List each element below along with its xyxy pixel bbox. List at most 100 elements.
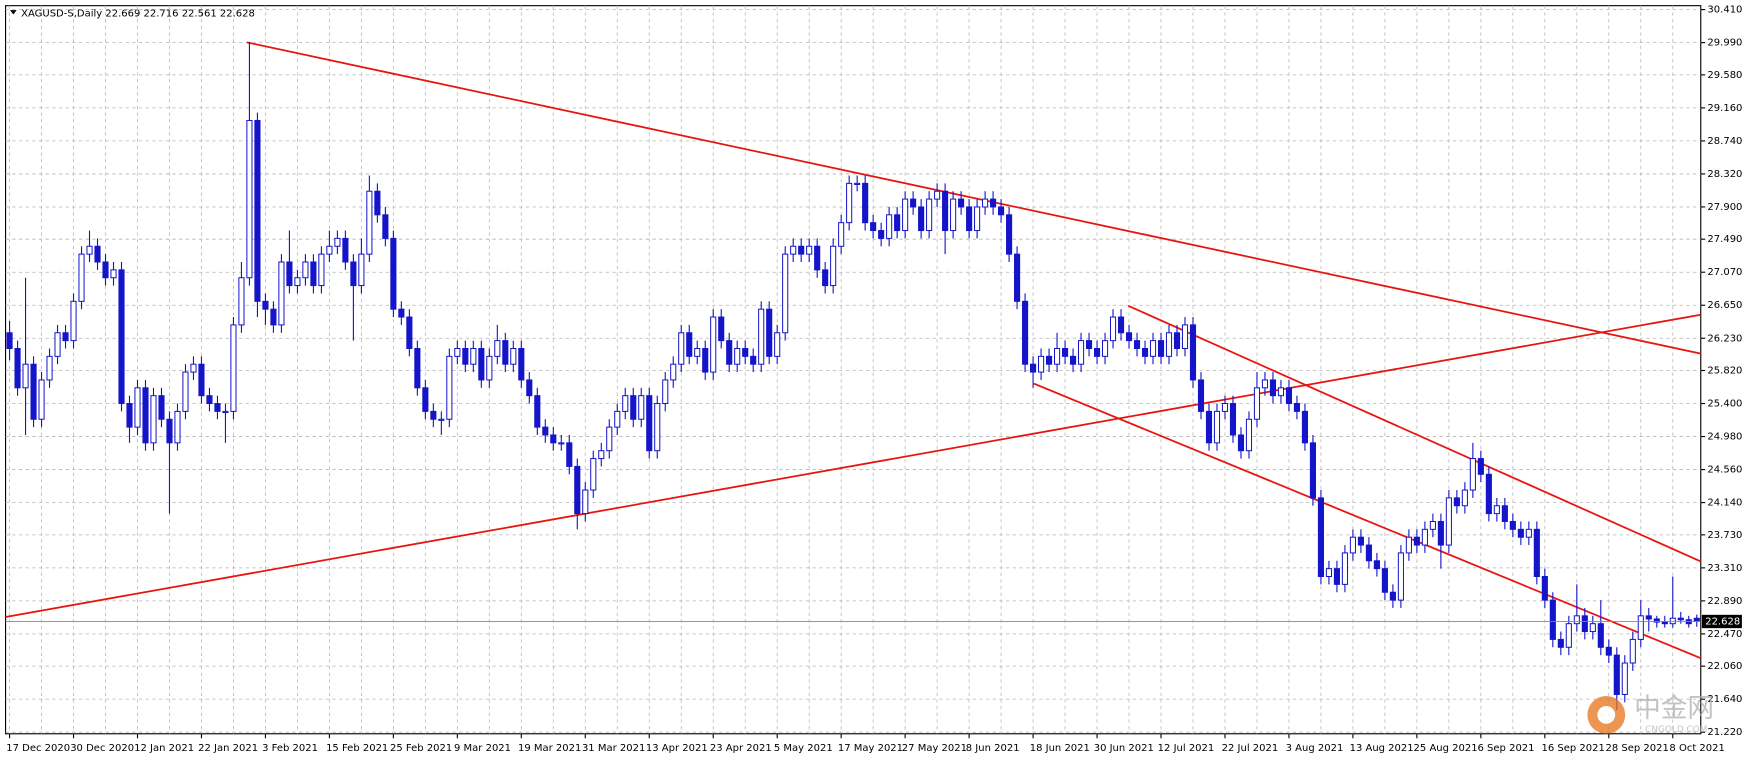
candle-body [478, 347, 485, 381]
candle-body [94, 245, 101, 263]
candle-body [1501, 505, 1508, 522]
candle-body [646, 395, 653, 452]
x-tick-label: 27 May 2021 [902, 743, 967, 754]
candle-body [1349, 536, 1356, 554]
candle-body [1125, 332, 1133, 342]
candle-body [942, 190, 949, 232]
candle-body [22, 363, 29, 389]
candle-body [30, 363, 37, 420]
candle-body [542, 426, 549, 436]
y-tick-label: 21.640 [1707, 694, 1742, 705]
candle-body [422, 387, 429, 412]
x-tick-label: 5 May 2021 [774, 743, 833, 754]
candle-body [1509, 520, 1516, 530]
candle-body [806, 245, 813, 255]
y-tick-label: 26.650 [1707, 300, 1742, 311]
candle-body [974, 206, 981, 232]
y-tick-label: 27.070 [1707, 267, 1742, 278]
x-tick-label: 25 Feb 2021 [390, 743, 452, 754]
candle-body [1557, 638, 1564, 648]
candle-body [1589, 623, 1596, 633]
x-tick-label: 8 Oct 2021 [1669, 743, 1724, 754]
candle-body [1189, 324, 1197, 381]
candle-body [14, 347, 21, 389]
candle-body [1277, 387, 1285, 397]
candle-body [1325, 568, 1332, 578]
candle-body [1014, 253, 1021, 302]
x-tick-label: 22 Jan 2021 [198, 743, 258, 754]
candle-body [1117, 316, 1125, 334]
candle-body [598, 450, 605, 460]
x-tick-label: 22 Jul 2021 [1222, 743, 1279, 754]
candle-body [1221, 403, 1229, 412]
candle-body [150, 395, 157, 444]
candle-body [206, 395, 213, 405]
y-tick-label: 21.220 [1707, 727, 1742, 738]
candle-body [1085, 340, 1093, 349]
watermark-logo [1597, 705, 1616, 724]
x-tick-label: 25 Aug 2021 [1414, 743, 1478, 754]
candle-body [1581, 615, 1588, 633]
candle-body [1613, 654, 1620, 695]
candle-body [1485, 473, 1492, 515]
current-price-label: 22.628 [1705, 616, 1740, 627]
candle-body [1077, 340, 1085, 365]
candle-body [782, 253, 789, 334]
candle-body [158, 395, 165, 420]
candle-body [590, 458, 597, 491]
candle-body [710, 316, 717, 373]
x-tick-label: 13 Apr 2021 [646, 743, 708, 754]
y-tick-label: 27.490 [1707, 234, 1742, 245]
candle-body [1453, 497, 1460, 507]
candle-body [830, 245, 837, 287]
candle-body [1405, 536, 1412, 554]
candle-body [1333, 568, 1340, 585]
x-tick-label: 31 Mar 2021 [582, 743, 645, 754]
candle-body [1301, 410, 1309, 444]
candle-body [526, 379, 533, 397]
candle-body [1445, 497, 1452, 546]
trendline [246, 41, 1701, 355]
x-tick-label: 17 Dec 2020 [6, 743, 70, 754]
candle-body [990, 198, 997, 208]
candle-body [638, 395, 645, 420]
candle-body [486, 355, 493, 381]
candle-body [366, 190, 373, 255]
candle-body [1565, 623, 1572, 648]
candle-body [582, 489, 589, 515]
x-tick-label: 30 Dec 2020 [70, 743, 134, 754]
candle-body [1637, 615, 1644, 640]
candle-body [1597, 623, 1604, 648]
candle-body [878, 230, 885, 239]
x-tick-label: 15 Feb 2021 [326, 743, 388, 754]
candle-body [1269, 379, 1277, 397]
y-tick-label: 22.060 [1707, 661, 1742, 672]
y-tick-label: 23.730 [1707, 530, 1742, 541]
candle-body [238, 277, 245, 326]
candle-body [894, 214, 901, 232]
candle-body [702, 347, 709, 373]
y-tick-label: 30.410 [1707, 5, 1742, 16]
candle-body [182, 371, 189, 412]
candle-body [1381, 568, 1388, 593]
candle-body [1629, 638, 1636, 664]
candle-body [1293, 403, 1301, 412]
candle-body [1109, 316, 1117, 342]
x-tick-label: 3 Aug 2021 [1286, 743, 1344, 754]
candle-body [686, 332, 693, 357]
candle-body [1261, 379, 1269, 389]
watermark-sub: CNGOLD.COM [1645, 725, 1707, 735]
candle-body [998, 206, 1005, 216]
candle-body [454, 347, 461, 357]
y-tick-label: 23.310 [1707, 563, 1742, 574]
candle-body [1101, 340, 1109, 357]
candle-body [1541, 576, 1548, 601]
candle-body [46, 355, 53, 381]
candle-body [1205, 410, 1213, 444]
candle-body [286, 261, 293, 287]
candle-body [1006, 214, 1013, 255]
plot-frame [5, 5, 1702, 735]
candle-body [1493, 505, 1500, 515]
chart-title: XAGUSD-S,Daily 22.669 22.716 22.561 22.6… [21, 8, 255, 19]
candle-body [246, 119, 253, 279]
